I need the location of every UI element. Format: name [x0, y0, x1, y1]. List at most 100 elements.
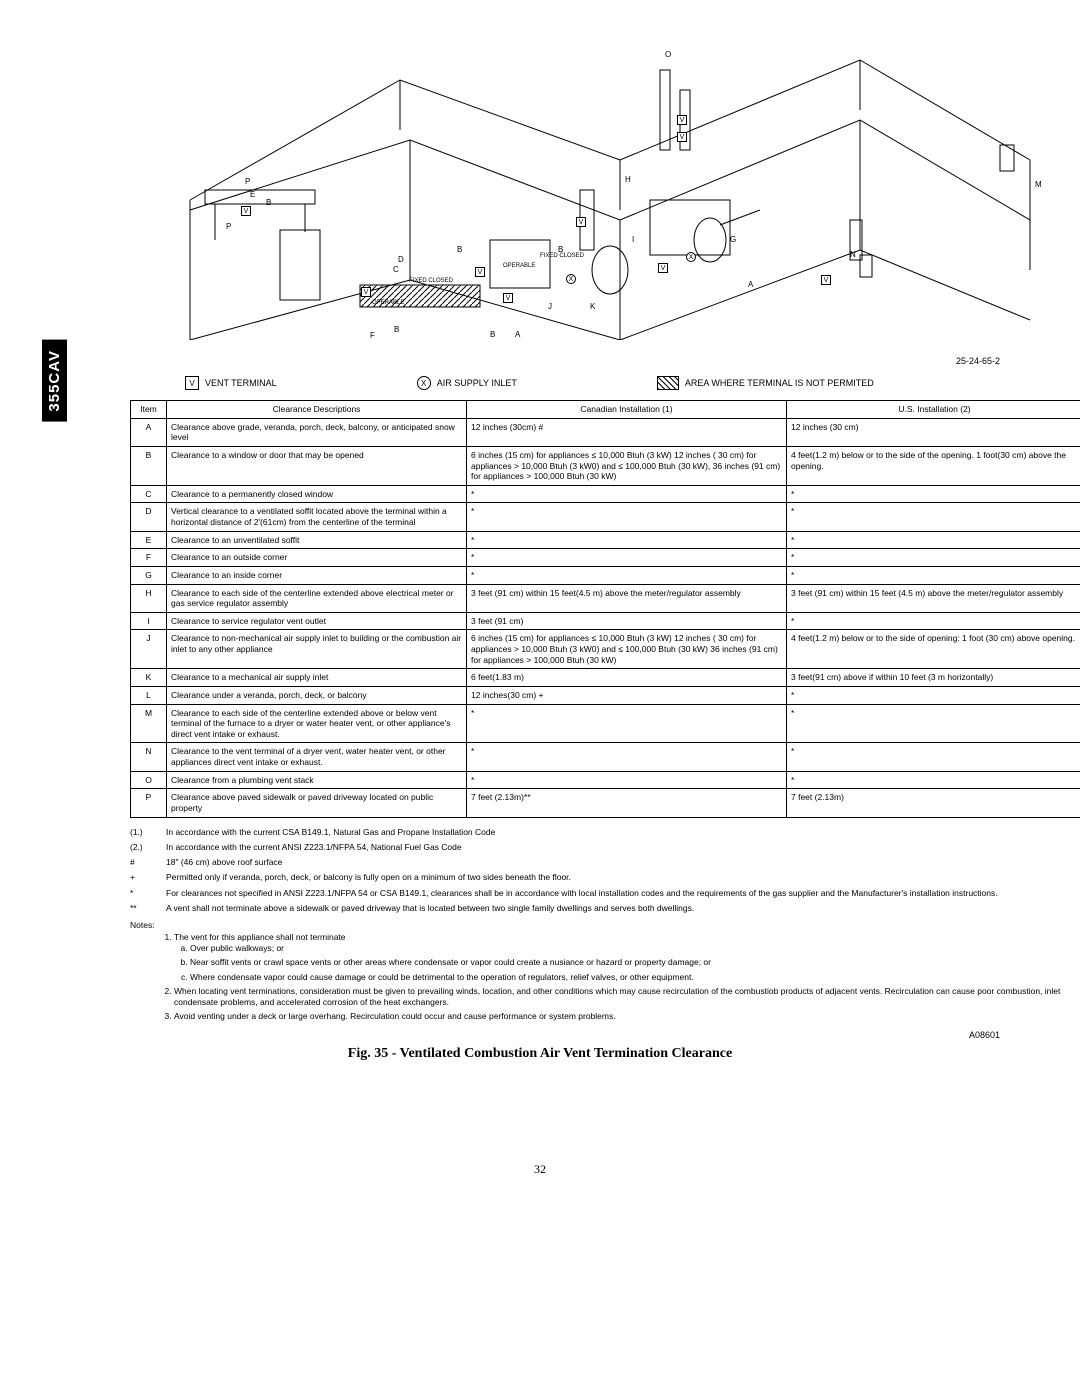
- legend-label: AREA WHERE TERMINAL IS NOT PERMITED: [685, 378, 874, 388]
- cell-item: B: [131, 446, 167, 485]
- table-row: NClearance to the vent terminal of a dry…: [131, 743, 1080, 771]
- cell-us: *: [787, 485, 1080, 503]
- table-row: EClearance to an unventilated soffit**: [131, 531, 1080, 549]
- figure-caption: Fig. 35 - Ventilated Combustion Air Vent…: [50, 1046, 1030, 1062]
- footnote: (2.) In accordance with the current ANSI …: [130, 841, 1080, 853]
- cell-us: *: [787, 743, 1080, 771]
- cell-item: L: [131, 686, 167, 704]
- cell-desc: Clearance to a mechanical air supply inl…: [167, 669, 467, 687]
- note-item: When locating vent terminations, conside…: [174, 986, 1080, 1008]
- footnote: (1.) In accordance with the current CSA B…: [130, 826, 1080, 838]
- cell-item: I: [131, 612, 167, 630]
- footnote-symbol: (2.): [130, 841, 154, 853]
- cell-can: 6 feet(1.83 m): [467, 669, 787, 687]
- note-subitem: Near soffit vents or crawl space vents o…: [190, 957, 1080, 968]
- cell-can: *: [467, 503, 787, 531]
- table-row: MClearance to each side of the centerlin…: [131, 704, 1080, 743]
- cell-can: *: [467, 771, 787, 789]
- footnote-symbol: **: [130, 902, 154, 914]
- cell-can: 12 inches(30 cm) +: [467, 686, 787, 704]
- footnote-text: A vent shall not terminate above a sidew…: [166, 902, 694, 914]
- cell-us: *: [787, 612, 1080, 630]
- cell-us: *: [787, 503, 1080, 531]
- footnote-symbol: +: [130, 871, 154, 883]
- cell-us: 3 feet(91 cm) above if within 10 feet (3…: [787, 669, 1080, 687]
- page-number: 32: [50, 1162, 1030, 1177]
- footnote-text: In accordance with the current ANSI Z223…: [166, 841, 462, 853]
- clearance-table: Item Clearance Descriptions Canadian Ins…: [130, 400, 1080, 818]
- cell-item: O: [131, 771, 167, 789]
- cell-item: E: [131, 531, 167, 549]
- table-row: FClearance to an outside corner**: [131, 549, 1080, 567]
- cell-desc: Clearance to service regulator vent outl…: [167, 612, 467, 630]
- note-subitem: Over public walkways; or: [190, 943, 1080, 954]
- th-can: Canadian Installation (1): [467, 401, 787, 419]
- cell-desc: Clearance to a permanently closed window: [167, 485, 467, 503]
- cell-can: *: [467, 531, 787, 549]
- table-row: JClearance to non-mechanical air supply …: [131, 630, 1080, 669]
- cell-can: *: [467, 549, 787, 567]
- cell-us: 12 inches (30 cm): [787, 418, 1080, 446]
- table-row: KClearance to a mechanical air supply in…: [131, 669, 1080, 687]
- cell-desc: Clearance to an inside corner: [167, 566, 467, 584]
- cell-desc: Clearance from a plumbing vent stack: [167, 771, 467, 789]
- legend-air-supply-inlet: X AIR SUPPLY INLET: [417, 376, 517, 390]
- legend-label: AIR SUPPLY INLET: [437, 378, 517, 388]
- footnote-text: 18" (46 cm) above roof surface: [166, 856, 282, 868]
- cell-item: A: [131, 418, 167, 446]
- footnote-text: For clearances not specified in ANSI Z22…: [166, 887, 998, 899]
- table-row: LClearance under a veranda, porch, deck,…: [131, 686, 1080, 704]
- cell-item: N: [131, 743, 167, 771]
- footnote-symbol: #: [130, 856, 154, 868]
- th-us: U.S. Installation (2): [787, 401, 1080, 419]
- cell-us: *: [787, 771, 1080, 789]
- cell-item: P: [131, 789, 167, 817]
- notes-block: Notes: The vent for this appliance shall…: [130, 920, 1080, 1021]
- footnote-symbol: (1.): [130, 826, 154, 838]
- cell-can: *: [467, 743, 787, 771]
- table-row: BClearance to a window or door that may …: [131, 446, 1080, 485]
- table-row: AClearance above grade, veranda, porch, …: [131, 418, 1080, 446]
- cell-can: *: [467, 704, 787, 743]
- vent-terminal-icon: V: [185, 376, 199, 390]
- cell-desc: Clearance above paved sidewalk or paved …: [167, 789, 467, 817]
- cell-item: K: [131, 669, 167, 687]
- cell-desc: Clearance to non-mechanical air supply i…: [167, 630, 467, 669]
- restricted-area-icon: [657, 376, 679, 390]
- cell-us: *: [787, 686, 1080, 704]
- cell-item: H: [131, 584, 167, 612]
- notes-header: Notes:: [130, 920, 1080, 930]
- cell-desc: Clearance to each side of the centerline…: [167, 704, 467, 743]
- cell-item: F: [131, 549, 167, 567]
- footnote: #18" (46 cm) above roof surface: [130, 856, 1080, 868]
- cell-us: *: [787, 531, 1080, 549]
- note-item: Avoid venting under a deck or large over…: [174, 1011, 1080, 1022]
- cell-can: 3 feet (91 cm): [467, 612, 787, 630]
- table-row: DVertical clearance to a ventilated soff…: [131, 503, 1080, 531]
- cell-can: 12 inches (30cm) #: [467, 418, 787, 446]
- cell-can: 6 inches (15 cm) for appliances ≤ 10,000…: [467, 630, 787, 669]
- cell-can: 6 inches (15 cm) for appliances ≤ 10,000…: [467, 446, 787, 485]
- footnote-text: In accordance with the current CSA B149.…: [166, 826, 495, 838]
- cell-can: 7 feet (2.13m)**: [467, 789, 787, 817]
- air-supply-inlet-icon: X: [417, 376, 431, 390]
- cell-can: *: [467, 566, 787, 584]
- vent-clearance-diagram: O H M G N A I B B B B A F P E B P J K D …: [50, 40, 1030, 370]
- table-row: OClearance from a plumbing vent stack**: [131, 771, 1080, 789]
- diagram-legend: V VENT TERMINAL X AIR SUPPLY INLET AREA …: [185, 376, 1030, 390]
- figure-code: A08601: [50, 1030, 1000, 1040]
- cell-us: 7 feet (2.13m): [787, 789, 1080, 817]
- cell-can: 3 feet (91 cm) within 15 feet(4.5 m) abo…: [467, 584, 787, 612]
- cell-item: J: [131, 630, 167, 669]
- footnote: ** A vent shall not terminate above a sid…: [130, 902, 1080, 914]
- note-subitem: Where condensate vapor could cause damag…: [190, 972, 1080, 983]
- cell-desc: Clearance to each side of the centerline…: [167, 584, 467, 612]
- cell-can: *: [467, 485, 787, 503]
- cell-desc: Clearance to a window or door that may b…: [167, 446, 467, 485]
- cell-item: G: [131, 566, 167, 584]
- cell-desc: Clearance to an unventilated soffit: [167, 531, 467, 549]
- cell-item: C: [131, 485, 167, 503]
- cell-us: *: [787, 704, 1080, 743]
- cell-desc: Vertical clearance to a ventilated soffi…: [167, 503, 467, 531]
- legend-restricted-area: AREA WHERE TERMINAL IS NOT PERMITED: [657, 376, 874, 390]
